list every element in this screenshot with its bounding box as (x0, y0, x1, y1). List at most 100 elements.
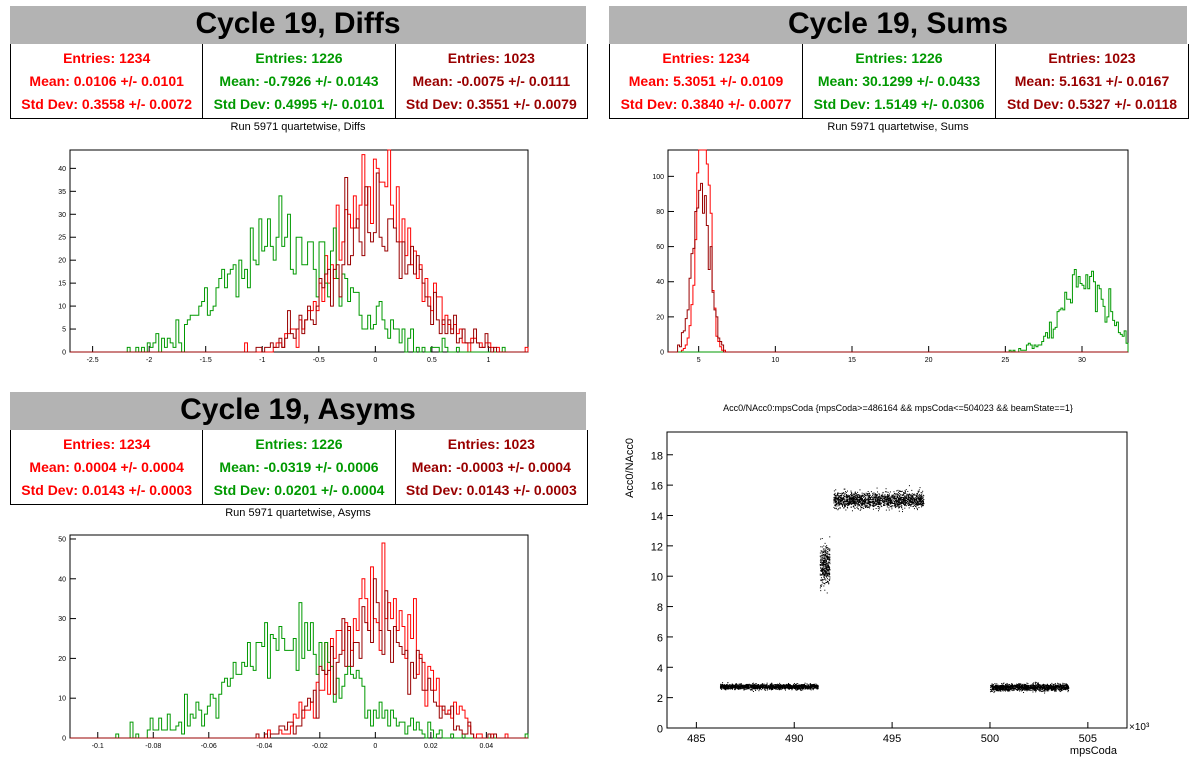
stat-std: Std Dev: 0.3840 +/- 0.0077 (620, 96, 792, 113)
stat-std: Std Dev: 0.5327 +/- 0.0118 (1006, 96, 1178, 113)
stat-entries: Entries: 1023 (447, 49, 535, 66)
y-tick-label: 0 (62, 350, 66, 357)
stat-std: Std Dev: 1.5149 +/- 0.0306 (813, 96, 985, 113)
diffs-stats-col-2: Entries: 1023 Mean: -0.0075 +/- 0.0111 Std… (394, 44, 587, 118)
stat-mean: Mean: 0.0106 +/- 0.0101 (29, 72, 184, 89)
y-tick-label: 40 (656, 279, 664, 286)
y-tick-label: 80 (656, 209, 664, 216)
y-tick-label: 18 (651, 450, 663, 462)
y-tick-label: 4 (657, 663, 663, 675)
x-tick-label: 30 (1078, 357, 1086, 364)
x-tick-label: -0.02 (312, 743, 328, 750)
sums-stats-col-0: Entries: 1234 Mean: 5.3051 +/- 0.0109 Std … (610, 44, 802, 118)
asyms-stats-col-0: Entries: 1234 Mean: 0.0004 +/- 0.0004 Std … (11, 430, 202, 504)
y-tick-label: 12 (651, 541, 663, 553)
diffs-stats-col-0: Entries: 1234 Mean: 0.0106 +/- 0.0101 Std … (11, 44, 202, 118)
stat-entries: Entries: 1234 (662, 49, 750, 66)
stat-mean: Mean: -0.0003 +/- 0.0004 (411, 458, 571, 475)
scatter-cluster-3 (989, 681, 1070, 694)
stat-entries: Entries: 1234 (63, 435, 151, 452)
y-tick-label: 40 (58, 576, 66, 583)
y-tick-label: 6 (657, 632, 663, 644)
plot-frame (69, 149, 529, 353)
stat-mean: Mean: 30.1299 +/- 0.0433 (817, 72, 981, 89)
y-tick-label: 40 (58, 166, 66, 173)
stat-mean: Mean: -0.0319 +/- 0.0006 (219, 458, 379, 475)
stat-mean: Mean: -0.7926 +/- 0.0143 (219, 72, 379, 89)
x-tick-label: -1 (259, 357, 265, 364)
y-tick-label: 15 (58, 281, 66, 288)
y-tick-label: 8 (657, 602, 663, 614)
y-tick-label: 0 (62, 736, 66, 743)
y-tick-label: 10 (651, 572, 663, 584)
sums-subtitle: Run 5971 quartetwise, Sums (827, 121, 969, 133)
x-tick-label: -2 (146, 357, 152, 364)
x-tick-label: 10 (771, 357, 779, 364)
sums-title: Cycle 19, Sums (609, 6, 1187, 44)
x-tick-label: 0.5 (427, 357, 437, 364)
stat-std: Std Dev: 0.0143 +/- 0.0003 (405, 482, 577, 499)
scatter-cluster-0 (719, 681, 819, 692)
y-tick-label: 16 (651, 481, 663, 493)
x-tick-label: -0.5 (313, 357, 325, 364)
x-tick-label: 0 (373, 357, 377, 364)
x-exponent: ×10³ (1129, 722, 1150, 733)
y-tick-label: 0 (657, 724, 663, 736)
y-tick-label: 30 (58, 616, 66, 623)
asyms-stats-col-2: Entries: 1023 Mean: -0.0003 +/- 0.0004 Std… (394, 430, 587, 504)
y-tick-label: 30 (58, 212, 66, 219)
x-tick-label: -0.08 (145, 743, 161, 750)
x-axis-label: mpsCoda (1070, 745, 1118, 757)
y-tick-label: 5 (62, 327, 66, 334)
scatter-plot: 485 490 495 500 505 0 2 4 6 8 10 12 14 16 18 ×10³ mpsCod… (624, 431, 1150, 757)
x-tick-label: -1.5 (200, 357, 212, 364)
asyms-stats-box: Entries: 1234 Mean: 0.0004 +/- 0.0004 Std … (10, 430, 588, 505)
hist-series-2 (70, 578, 528, 739)
plot-frame (666, 431, 1128, 729)
y-tick-label: 0 (660, 350, 664, 357)
sums-stats-col-2: Entries: 1023 Mean: 5.1631 +/- 0.0167 Std … (995, 44, 1188, 118)
stat-entries: Entries: 1226 (255, 49, 343, 66)
y-tick-label: 10 (58, 696, 66, 703)
x-tick-label: 25 (1001, 357, 1009, 364)
stat-mean: Mean: 0.0004 +/- 0.0004 (29, 458, 184, 475)
stat-mean: Mean: 5.3051 +/- 0.0109 (628, 72, 784, 89)
y-tick-label: 25 (58, 235, 66, 242)
x-tick-label: 0.02 (424, 743, 438, 750)
hist-series-1 (70, 602, 529, 739)
y-tick-label: 100 (652, 174, 664, 181)
y-tick-label: 2 (657, 693, 663, 705)
y-tick-label: 20 (58, 656, 66, 663)
stat-std: Std Dev: 0.4995 +/- 0.0101 (213, 96, 385, 113)
hist-series-2 (70, 172, 528, 353)
stat-std: Std Dev: 0.0201 +/- 0.0004 (213, 482, 385, 499)
plot-frame (667, 149, 1129, 353)
x-tick-label: 15 (848, 357, 856, 364)
x-tick-label: 500 (981, 733, 999, 745)
x-tick-label: -2.5 (87, 357, 99, 364)
stat-std: Std Dev: 0.0143 +/- 0.0003 (21, 482, 193, 499)
stat-mean: Mean: 5.1631 +/- 0.0167 (1014, 72, 1170, 89)
stat-entries: Entries: 1234 (63, 49, 151, 66)
sums-stats-box: Entries: 1234 Mean: 5.3051 +/- 0.0109 Std … (609, 44, 1189, 119)
x-tick-label: 485 (687, 733, 705, 745)
x-tick-label: -0.06 (201, 743, 217, 750)
y-tick-label: 20 (656, 314, 664, 321)
y-tick-label: 14 (651, 511, 663, 523)
asyms-subtitle: Run 5971 quartetwise, Asyms (225, 507, 371, 519)
y-axis-label: Acc0/NAcc0 (624, 438, 636, 498)
stat-std: Std Dev: 0.3551 +/- 0.0079 (405, 96, 577, 113)
scatter-cluster-2 (833, 485, 925, 513)
diffs-subtitle: Run 5971 quartetwise, Diffs (230, 121, 366, 133)
x-tick-label: -0.04 (256, 743, 272, 750)
hist-series-1 (70, 195, 528, 353)
stat-std: Std Dev: 0.3558 +/- 0.0072 (21, 96, 193, 113)
scatter-title: Acc0/NAcc0:mpsCoda {mpsCoda>=486164 && m… (723, 403, 1073, 413)
stat-entries: Entries: 1023 (1048, 49, 1136, 66)
stat-entries: Entries: 1226 (855, 49, 943, 66)
diffs-stats-col-1: Entries: 1226 Mean: -0.7926 +/- 0.0143 Std… (202, 44, 394, 118)
x-tick-label: 5 (697, 357, 701, 364)
diffs-title: Cycle 19, Diffs (10, 6, 586, 44)
y-tick-label: 20 (58, 258, 66, 265)
